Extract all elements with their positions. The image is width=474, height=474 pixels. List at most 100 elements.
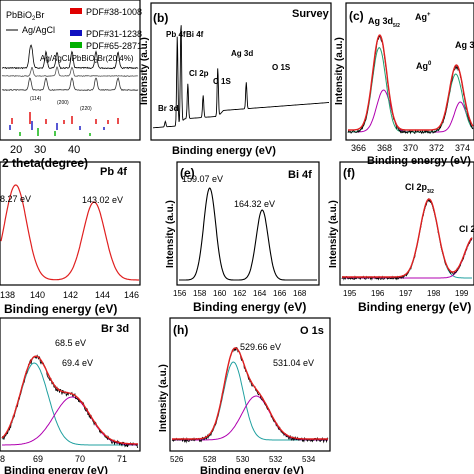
tick-g-3: 71	[117, 454, 127, 464]
panel-h: (h) O 1s Intensity (a.u.) 529.66 eV 531.…	[158, 317, 331, 474]
br-p1-fit	[1, 362, 138, 446]
tick-e-1: 158	[193, 289, 207, 298]
label-ag-plus: Ag+	[415, 12, 431, 22]
panel-c-xlabel: Binding energy (eV)	[367, 155, 471, 167]
legend-pdf3-swatch	[70, 42, 82, 48]
legend-agagcl: Ag/AgCl	[22, 25, 55, 35]
tick-e-2: 160	[213, 289, 227, 298]
survey-label-pb4f: Pb 4f	[166, 30, 186, 39]
pb4f-peak2-label: 143.02 eV	[82, 195, 123, 205]
xrd-trace-composite	[1, 44, 139, 70]
o-envelope	[172, 347, 328, 440]
panel-b-frame	[150, 2, 332, 141]
tick-d-3: 144	[95, 290, 110, 300]
panel-e-xlabel: Binding energy (eV)	[193, 300, 306, 314]
ag3d-raw	[347, 34, 474, 135]
panel-c-tag: (c)	[349, 9, 364, 23]
panel-h-frame	[169, 317, 331, 452]
br3d-peak1-label: 68.5 eV	[55, 338, 86, 348]
tick-g-2: 70	[75, 454, 85, 464]
label-ag-zero: Ag0	[416, 61, 432, 71]
tick-h-2: 530	[236, 455, 250, 464]
survey-label-br3d: Br 3d	[158, 104, 179, 113]
panel-d: Pb 4f 8.27 eV 143.02 eV 138 140 142 144 …	[0, 161, 141, 316]
panel-c-ylabel: Intensity (a.u.)	[334, 37, 345, 105]
panel-a-frame	[0, 0, 141, 141]
panel-g-traces	[1, 354, 139, 448]
hkl-200: (200)	[57, 100, 69, 106]
br-p2-fit	[2, 396, 138, 446]
panel-d-frame	[0, 161, 141, 286]
tick-f-3: 198	[427, 289, 441, 298]
panel-b: (b) Survey Intensity (a.u.) Binding ener…	[139, 2, 332, 157]
panel-a: PbBiO2Br Ag/AgCl PDF#38-1008 PDF#31-1238…	[0, 0, 142, 170]
label-cl2-right: Cl 2	[459, 224, 474, 234]
legend-pbbio2br: PbBiO2Br	[6, 10, 44, 22]
panel-d-title: Pb 4f	[100, 166, 127, 178]
panel-f-ylabel: Intensity (a.u.)	[328, 200, 339, 268]
tick-e-3: 162	[233, 289, 247, 298]
tick-h-3: 532	[269, 455, 283, 464]
tick-c-4: 374	[455, 143, 470, 153]
survey-trace	[153, 25, 329, 129]
panel-b-tag: (b)	[153, 11, 168, 25]
xrd-trace-pbbio2br	[1, 77, 139, 92]
tick-e-4: 164	[253, 289, 267, 298]
tick-d-1: 140	[30, 290, 45, 300]
tick-f-1: 196	[371, 289, 385, 298]
panel-f-traces	[341, 198, 473, 281]
panel-a-legend: PbBiO2Br Ag/AgCl PDF#38-1008 PDF#31-1238…	[6, 7, 142, 65]
hkl-114: (114)	[30, 96, 42, 102]
label-ag3d52: Ag 3d5/2	[368, 16, 400, 29]
panel-g-title: Br 3d	[101, 323, 129, 335]
tick-a-1: 30	[34, 144, 46, 156]
legend-composite: Ag/AgCl/PbBiO2Br(20.4%)	[40, 54, 134, 65]
o1s-peak1-label: 529.66 eV	[240, 342, 281, 352]
survey-label-bi4f: Bi 4f	[186, 30, 204, 39]
tick-f-4: 199	[455, 289, 469, 298]
pb4f-peak1-label: 8.27 eV	[0, 194, 31, 204]
panel-f-xlabel: Binding energy (eV)	[358, 300, 471, 314]
tick-d-2: 142	[63, 290, 78, 300]
o-p1-fit	[172, 361, 328, 441]
tick-c-1: 368	[377, 143, 392, 153]
tick-e-5: 166	[273, 289, 287, 298]
tick-d-4: 146	[124, 290, 139, 300]
panel-c-traces	[347, 34, 474, 135]
br-envelope	[1, 355, 138, 445]
panel-e-tag: (e)	[180, 166, 195, 180]
legend-pdf2-swatch	[70, 30, 82, 36]
panel-a-traces	[1, 44, 139, 136]
tick-d-0: 138	[0, 290, 15, 300]
o1s-peak2-label: 531.04 eV	[273, 358, 314, 368]
label-ag3-right: Ag 3	[455, 40, 474, 50]
br3d-peak2-label: 69.4 eV	[62, 358, 93, 368]
panel-h-xlabel: Binding energy (eV)	[200, 465, 304, 474]
panel-f-frame	[339, 161, 474, 286]
panel-a-xlabel: 2 theta(degree)	[2, 156, 88, 170]
panel-b-title: Survey	[292, 8, 330, 20]
panel-g-frame	[0, 317, 141, 452]
cl-envelope	[342, 198, 473, 278]
panel-f-tag: (f)	[343, 166, 355, 180]
tick-c-2: 370	[403, 143, 418, 153]
tick-g-1: 69	[33, 454, 43, 464]
bi4f-peak2-label: 164.32 eV	[234, 199, 275, 209]
bi4f-trace	[179, 187, 317, 281]
panel-f: (f) Intensity (a.u.) Cl 2p3/2 Cl 2 195 1…	[328, 161, 474, 314]
panel-e-ylabel: Intensity (a.u.)	[165, 200, 176, 268]
legend-pdf1-swatch	[70, 8, 82, 14]
tick-e-6: 168	[293, 289, 307, 298]
panel-e-title: Bi 4f	[288, 169, 312, 181]
bi4f-peak1-label: 159.07 eV	[182, 174, 223, 184]
cl-p32-fit	[342, 199, 472, 279]
survey-label-o1s: O 1S	[272, 63, 291, 72]
pb4f-trace	[0, 184, 139, 281]
panel-e-frame	[176, 161, 320, 286]
tick-h-4: 534	[302, 455, 316, 464]
agplus-fit	[348, 46, 474, 133]
panel-e: (e) Bi 4f Intensity (a.u.) 159.07 eV 164…	[165, 161, 320, 314]
xrd-trace-agagcl	[1, 66, 139, 77]
tick-c-0: 366	[351, 143, 366, 153]
